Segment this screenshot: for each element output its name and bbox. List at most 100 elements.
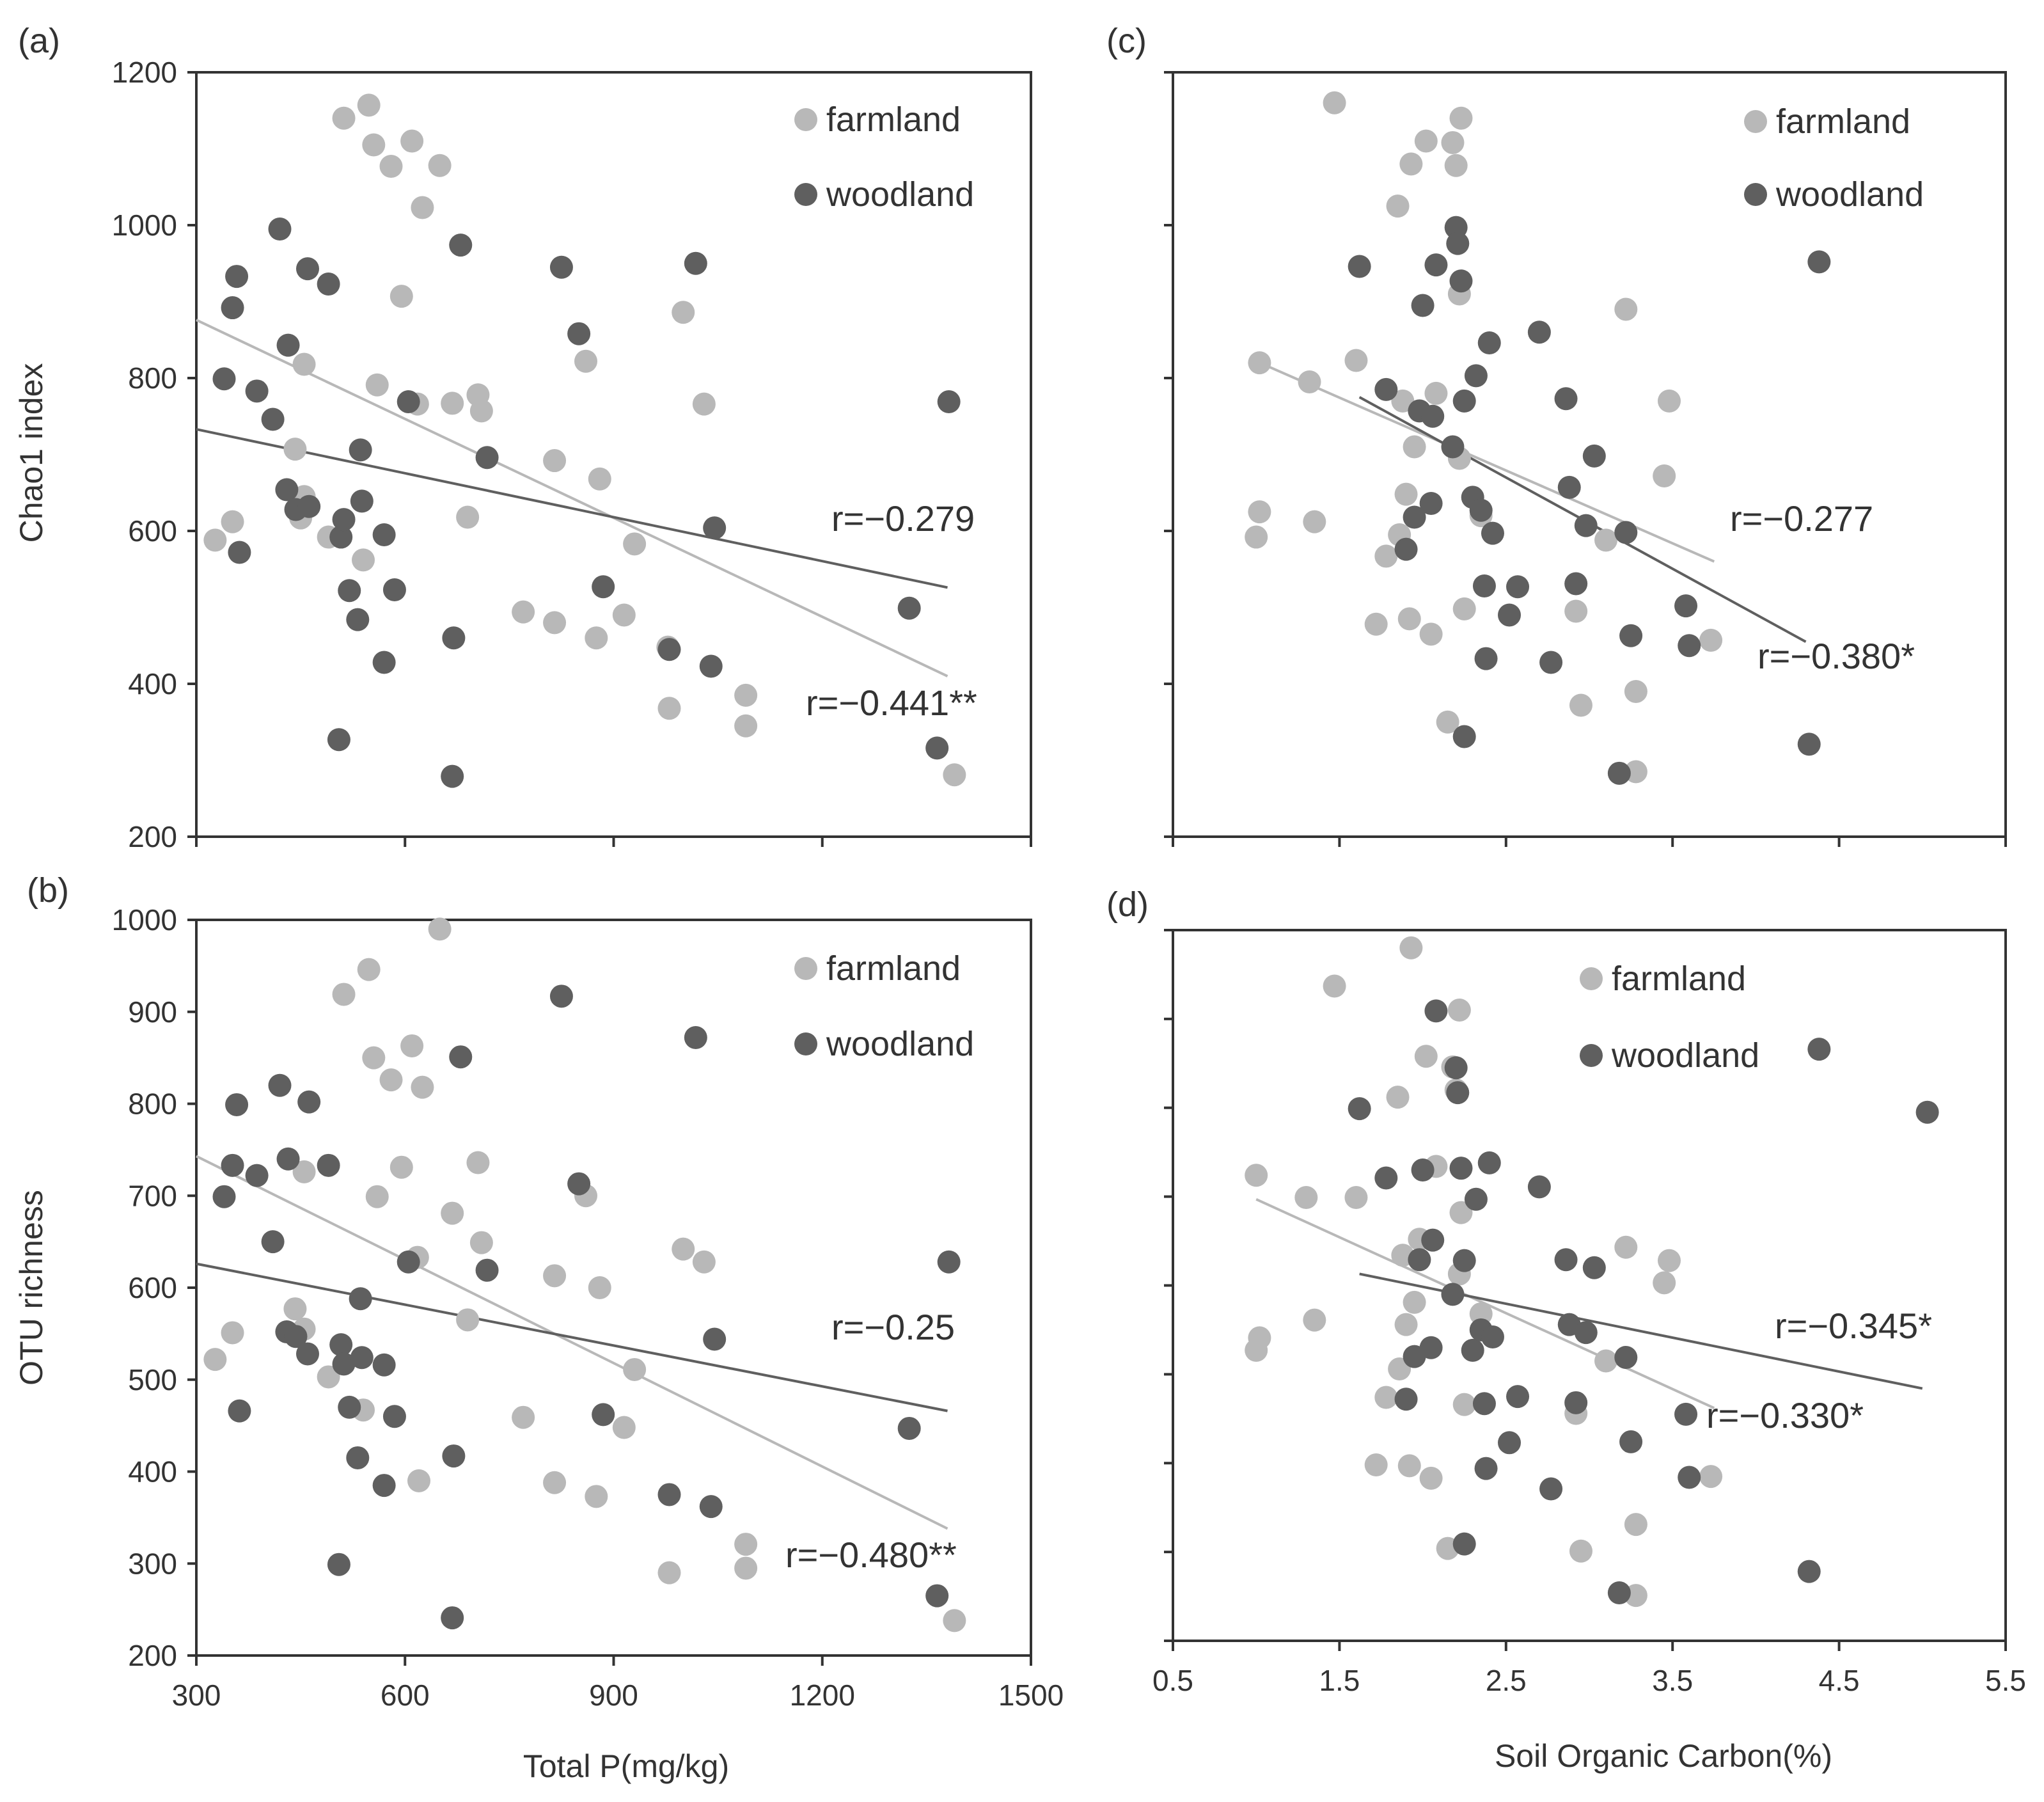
data-point-farmland bbox=[1344, 1186, 1368, 1210]
data-point-farmland bbox=[1386, 194, 1410, 218]
data-point-woodland bbox=[1498, 1431, 1521, 1455]
data-point-farmland bbox=[1303, 510, 1326, 533]
data-point-farmland bbox=[292, 1160, 316, 1183]
data-point-woodland bbox=[703, 516, 727, 540]
data-point-farmland bbox=[1564, 599, 1588, 623]
data-point-farmland bbox=[1569, 1539, 1592, 1563]
data-point-farmland bbox=[1449, 106, 1473, 130]
data-point-woodland bbox=[567, 322, 591, 345]
data-point-farmland bbox=[1403, 1290, 1426, 1314]
y-tick-label: 700 bbox=[128, 1179, 177, 1212]
data-point-woodland bbox=[225, 1093, 249, 1116]
data-point-farmland bbox=[352, 548, 375, 572]
data-point-woodland bbox=[221, 1153, 244, 1177]
legend-marker-farmland bbox=[794, 957, 817, 980]
data-point-woodland bbox=[1444, 1056, 1468, 1080]
x-tick-label: 4.5 bbox=[1819, 1664, 1860, 1697]
data-point-farmland bbox=[1323, 91, 1346, 115]
r-value-woodland: r=−0.345* bbox=[1775, 1306, 1932, 1346]
data-point-woodland bbox=[338, 579, 361, 603]
data-point-farmland bbox=[692, 392, 716, 416]
data-point-farmland bbox=[428, 917, 452, 941]
data-point-woodland bbox=[1449, 269, 1473, 293]
data-point-woodland bbox=[925, 736, 949, 760]
data-point-woodland bbox=[1807, 250, 1831, 274]
data-point-woodland bbox=[1421, 1228, 1445, 1252]
data-point-woodland bbox=[1411, 1158, 1435, 1182]
data-point-woodland bbox=[1446, 232, 1470, 255]
data-point-farmland bbox=[1364, 612, 1388, 636]
data-point-farmland bbox=[734, 714, 758, 738]
data-point-farmland bbox=[283, 438, 307, 461]
x-tick-label: 300 bbox=[172, 1679, 221, 1712]
data-point-woodland bbox=[1472, 1392, 1496, 1416]
data-point-woodland bbox=[449, 1045, 473, 1069]
legend-marker-farmland bbox=[794, 108, 817, 131]
data-point-woodland bbox=[1374, 377, 1398, 401]
r-value-woodland: r=−0.279 bbox=[831, 498, 975, 539]
data-point-farmland bbox=[365, 373, 389, 397]
legend-label-farmland: farmland bbox=[1776, 102, 1910, 141]
data-point-farmland bbox=[692, 1250, 716, 1274]
data-point-woodland bbox=[1678, 1466, 1701, 1489]
data-point-woodland bbox=[567, 1172, 591, 1196]
data-point-woodland bbox=[1554, 387, 1578, 411]
data-point-woodland bbox=[372, 1353, 396, 1377]
data-point-farmland bbox=[203, 528, 227, 552]
data-point-woodland bbox=[703, 1327, 727, 1351]
data-point-woodland bbox=[1678, 634, 1701, 658]
data-point-farmland bbox=[623, 1357, 647, 1381]
legend-label-farmland: farmland bbox=[826, 949, 961, 988]
data-point-farmland bbox=[1653, 464, 1676, 487]
data-point-woodland bbox=[1619, 1430, 1643, 1453]
data-point-woodland bbox=[1674, 594, 1698, 618]
data-point-farmland bbox=[1245, 525, 1268, 549]
data-point-woodland bbox=[1403, 505, 1426, 529]
data-point-woodland bbox=[1797, 1560, 1821, 1583]
legend-marker-woodland bbox=[1580, 1044, 1603, 1067]
data-point-woodland bbox=[1348, 1097, 1371, 1121]
panel-label: (b) bbox=[27, 871, 69, 910]
data-point-woodland bbox=[329, 525, 353, 549]
data-point-farmland bbox=[1414, 1045, 1438, 1068]
data-point-woodland bbox=[1614, 1345, 1638, 1369]
data-point-farmland bbox=[1323, 974, 1346, 998]
legend-marker-farmland bbox=[1580, 967, 1603, 990]
panel-label: (d) bbox=[1106, 885, 1149, 924]
data-point-farmland bbox=[441, 1201, 464, 1225]
data-point-farmland bbox=[1344, 349, 1368, 372]
data-point-farmland bbox=[1441, 130, 1465, 154]
data-point-woodland bbox=[245, 1164, 269, 1187]
data-point-woodland bbox=[1464, 1187, 1488, 1211]
data-point-woodland bbox=[937, 1250, 961, 1274]
data-point-farmland bbox=[1449, 1201, 1473, 1224]
y-tick-label: 200 bbox=[128, 820, 177, 853]
data-point-farmland bbox=[379, 154, 403, 178]
data-point-farmland bbox=[1391, 389, 1415, 413]
data-point-woodland bbox=[657, 638, 681, 661]
y-tick-label: 400 bbox=[128, 1455, 177, 1489]
data-point-farmland bbox=[332, 106, 356, 130]
data-point-farmland bbox=[543, 611, 567, 635]
data-point-woodland bbox=[1464, 364, 1488, 388]
data-point-woodland bbox=[350, 489, 373, 513]
data-point-farmland bbox=[1245, 1164, 1268, 1187]
data-point-farmland bbox=[734, 1556, 758, 1580]
data-point-farmland bbox=[1447, 998, 1471, 1022]
data-point-woodland bbox=[327, 1553, 350, 1576]
data-point-woodland bbox=[1441, 1283, 1465, 1306]
data-point-farmland bbox=[943, 763, 966, 787]
x-tick-label: 5.5 bbox=[1985, 1664, 2026, 1697]
panel-label: (c) bbox=[1106, 22, 1147, 60]
data-point-farmland bbox=[588, 467, 611, 491]
data-point-farmland bbox=[1569, 693, 1592, 717]
data-point-woodland bbox=[268, 217, 292, 241]
data-point-woodland bbox=[1461, 1338, 1484, 1362]
data-point-farmland bbox=[362, 1046, 386, 1070]
data-point-woodland bbox=[449, 233, 473, 257]
data-point-farmland bbox=[1399, 936, 1423, 960]
data-point-farmland bbox=[588, 1276, 611, 1299]
data-point-woodland bbox=[261, 407, 285, 431]
data-point-woodland bbox=[1574, 514, 1598, 537]
